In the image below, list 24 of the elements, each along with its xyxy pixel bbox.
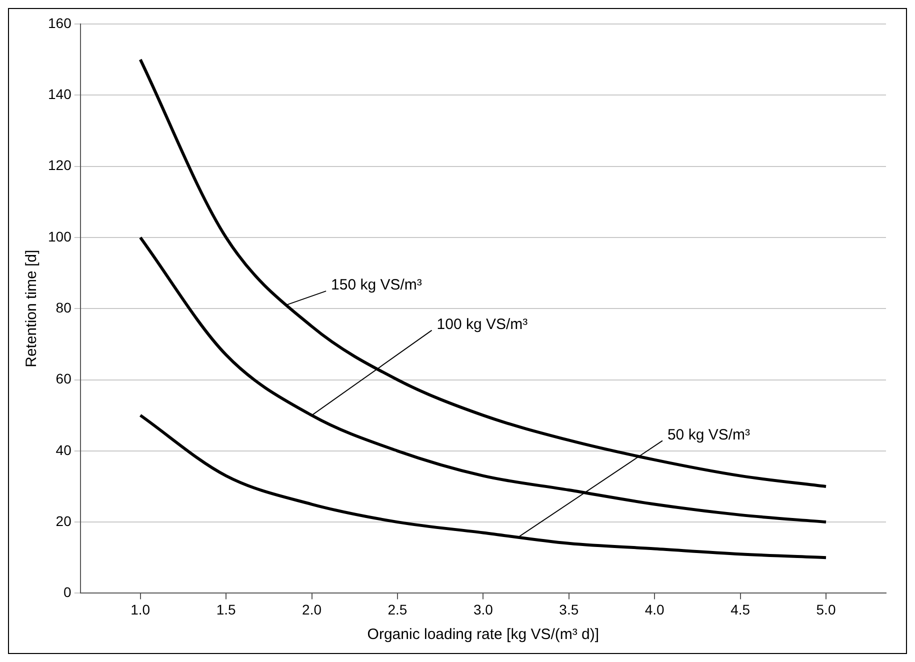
- x-tick-label: 1.5: [216, 601, 236, 618]
- x-tick-label: 4.0: [644, 601, 665, 618]
- y-tick-label: 0: [64, 584, 72, 600]
- x-tick-label: 2.0: [302, 601, 322, 618]
- y-tick-label: 140: [48, 86, 72, 102]
- x-tick-label: 3.0: [473, 601, 494, 618]
- annotation: 150 kg VS/m³: [331, 276, 422, 294]
- y-axis-title: Retention time [d]: [23, 250, 40, 368]
- y-tick-label: 120: [48, 157, 72, 174]
- x-tick-label: 2.5: [388, 601, 408, 618]
- x-axis-title: Organic loading rate [kg VS/(m³ d)]: [367, 626, 600, 644]
- x-tick-label: 5.0: [816, 601, 836, 618]
- annotation: 100 kg VS/m³: [436, 316, 528, 333]
- x-tick-label: 1.0: [130, 601, 150, 618]
- y-tick-label: 40: [56, 442, 72, 458]
- y-tick-label: 20: [56, 512, 72, 529]
- annotation: 50 kg VS/m³: [667, 426, 750, 444]
- line-series: [138, 414, 828, 560]
- y-tick-label: 160: [48, 14, 72, 31]
- x-tick-label: 3.5: [559, 601, 579, 618]
- y-tick-label: 100: [48, 228, 72, 244]
- x-tick-label: 4.5: [730, 601, 750, 618]
- y-tick-label: 80: [56, 299, 72, 316]
- y-tick-label: 60: [56, 370, 72, 387]
